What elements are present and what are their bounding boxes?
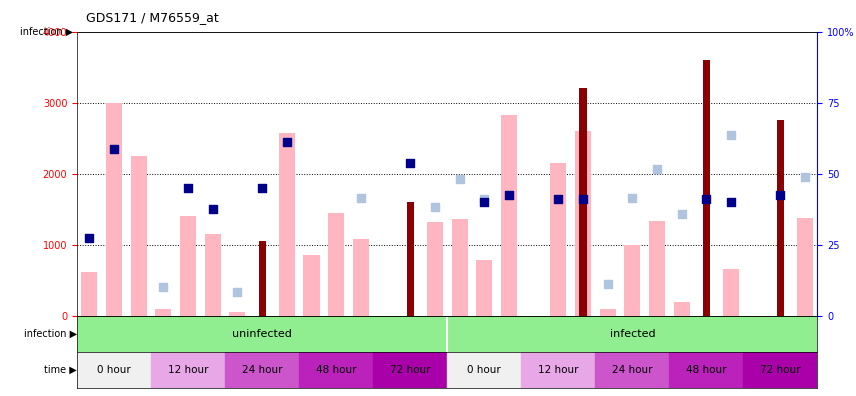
Bar (328, 213, 344, 316)
Point (82, 234, 96, 241)
Point (478, 199, 491, 205)
Bar (77, 352, 151, 388)
Point (428, 204, 442, 210)
Text: 12 hour: 12 hour (538, 365, 579, 375)
Text: infection ▶: infection ▶ (24, 329, 77, 339)
Point (551, 195, 565, 202)
Bar (624, 246, 640, 316)
Bar (131, 156, 146, 316)
Bar (501, 116, 517, 316)
Bar (580, 88, 586, 316)
Bar (447, 352, 521, 388)
Text: 0 hour: 0 hour (467, 365, 501, 375)
Point (724, 131, 738, 138)
Point (724, 199, 738, 205)
Point (502, 192, 516, 198)
Bar (743, 352, 817, 388)
Text: 72 hour: 72 hour (390, 365, 431, 375)
Bar (81, 272, 98, 316)
Bar (259, 241, 265, 316)
Point (651, 166, 664, 173)
Bar (575, 131, 591, 316)
Bar (600, 308, 615, 316)
Bar (476, 260, 492, 316)
Bar (304, 255, 319, 316)
Text: GDS171 / M76559_at: GDS171 / M76559_at (86, 11, 218, 24)
Bar (373, 352, 447, 388)
Point (626, 195, 639, 201)
Point (181, 185, 195, 191)
Point (699, 195, 713, 202)
Bar (353, 239, 369, 316)
Point (478, 195, 491, 202)
Text: 24 hour: 24 hour (612, 365, 652, 375)
Bar (674, 302, 690, 316)
Point (675, 211, 688, 217)
Point (230, 289, 244, 295)
Point (255, 185, 269, 191)
Point (157, 284, 170, 291)
Text: 24 hour: 24 hour (242, 365, 282, 375)
Bar (205, 234, 221, 316)
Text: 48 hour: 48 hour (316, 365, 356, 375)
Bar (427, 222, 443, 316)
Point (403, 160, 417, 166)
Point (799, 173, 812, 180)
Text: infected: infected (609, 329, 655, 339)
Bar (279, 133, 294, 316)
Bar (300, 352, 373, 388)
Bar (596, 352, 669, 388)
Bar (229, 312, 246, 316)
Bar (669, 352, 743, 388)
Bar (156, 308, 171, 316)
Bar (521, 352, 595, 388)
Point (206, 206, 220, 212)
Bar (550, 163, 567, 316)
Bar (407, 202, 413, 316)
Point (280, 139, 294, 145)
Point (576, 195, 590, 202)
Point (453, 175, 467, 182)
Text: 48 hour: 48 hour (687, 365, 727, 375)
Text: time ▶: time ▶ (45, 365, 77, 375)
Bar (452, 219, 467, 316)
Bar (106, 103, 122, 316)
Bar (777, 120, 784, 316)
Text: infection ▶: infection ▶ (20, 27, 73, 37)
Bar (797, 218, 813, 316)
Bar (649, 221, 665, 316)
Bar (225, 352, 300, 388)
Point (502, 192, 516, 198)
Point (107, 146, 121, 152)
Bar (703, 60, 710, 316)
Bar (723, 269, 739, 316)
Point (774, 192, 788, 198)
Text: uninfected: uninfected (232, 329, 292, 339)
Bar (180, 216, 196, 316)
Text: 0 hour: 0 hour (98, 365, 131, 375)
Point (601, 281, 615, 287)
Text: 12 hour: 12 hour (168, 365, 208, 375)
Text: 72 hour: 72 hour (760, 365, 800, 375)
Point (354, 195, 368, 201)
Bar (151, 352, 225, 388)
